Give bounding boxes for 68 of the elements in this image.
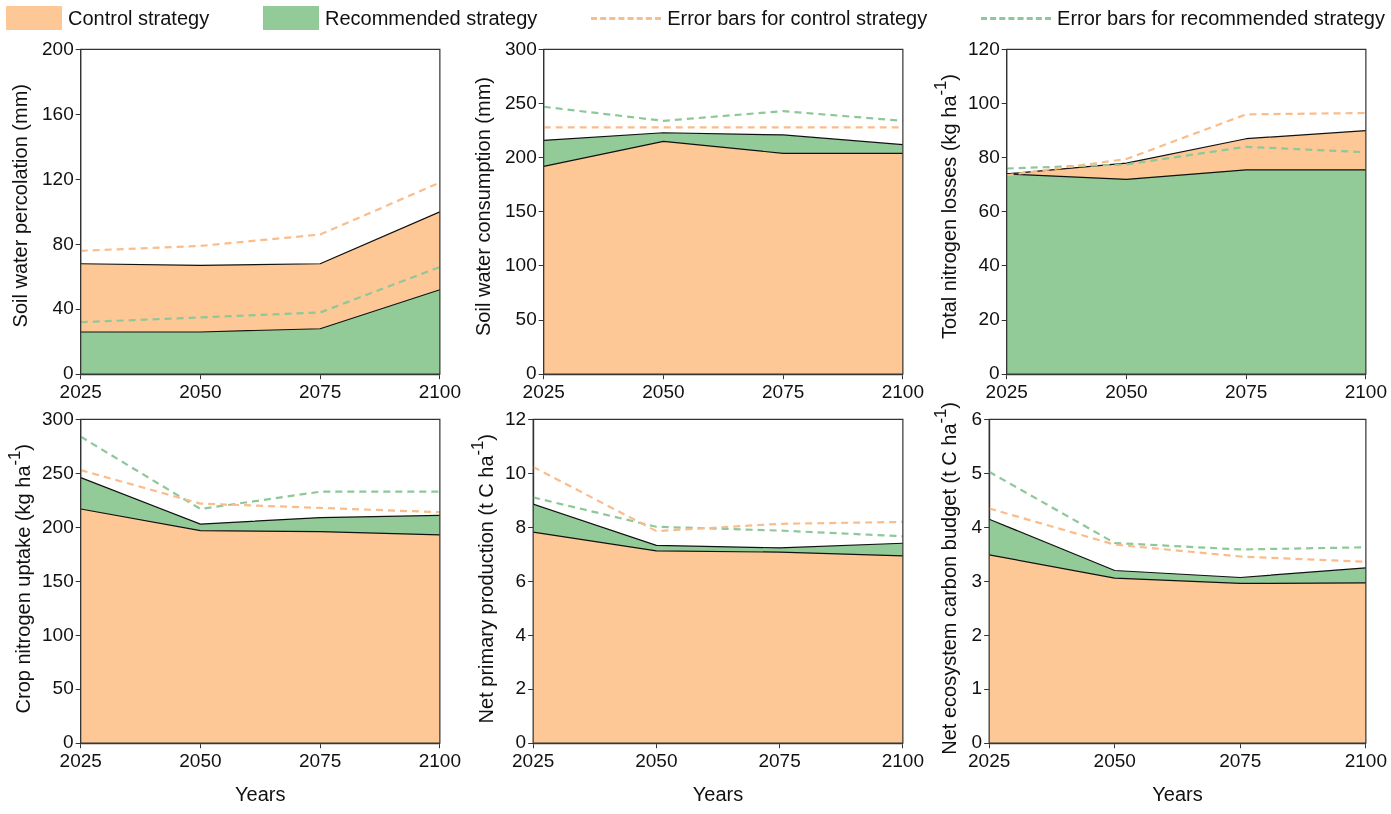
y-tick-label: 6 — [515, 569, 527, 591]
y-tick-label: 6 — [971, 407, 983, 429]
y-tick-label: 12 — [504, 407, 527, 429]
line-series — [80, 181, 440, 252]
y-tick-label: 80 — [978, 145, 1000, 167]
y-tick-label: 160 — [42, 102, 74, 124]
y-axis-title: Soil water percolation (mm) — [8, 84, 32, 328]
legend-label: Control strategy — [68, 6, 210, 30]
y-tick-label: 8 — [515, 515, 527, 537]
y-tick-label: 250 — [505, 91, 537, 113]
y-tick-label: 20 — [978, 308, 1000, 330]
y-tick-label: 120 — [42, 167, 74, 189]
x-tick-label: 2075 — [299, 380, 342, 402]
x-tick-label: 2100 — [418, 380, 462, 402]
y-axis-title: Soil water consumption (mm) — [471, 76, 495, 336]
x-axis-title: Years — [692, 782, 744, 805]
y-tick-label: 40 — [52, 297, 74, 319]
x-tick-label: 2075 — [299, 749, 342, 771]
y-tick-label: 150 — [42, 569, 74, 591]
y-tick-label: 100 — [42, 623, 74, 645]
x-tick-label: 2050 — [179, 749, 222, 771]
x-tick-label: 2075 — [758, 749, 801, 771]
y-tick-label: 100 — [968, 91, 1000, 113]
x-tick-label: 2050 — [642, 380, 685, 402]
y-tick-label: 50 — [52, 677, 74, 699]
y-tick-label: 100 — [505, 254, 537, 276]
x-tick-label: 2050 — [635, 749, 678, 771]
y-tick-label: 1 — [971, 677, 983, 699]
x-tick-label: 2075 — [1219, 749, 1262, 771]
y-tick-label: 50 — [515, 308, 537, 330]
y-tick-label: 80 — [52, 232, 74, 254]
y-tick-label: 250 — [42, 461, 74, 483]
line-series — [80, 265, 440, 324]
line-series — [80, 469, 440, 514]
y-tick-label: 3 — [971, 569, 983, 591]
x-axis-title: Years — [1152, 782, 1203, 805]
x-tick-label: 2050 — [179, 380, 222, 402]
line-series — [533, 465, 903, 533]
y-tick-label: 4 — [971, 515, 983, 537]
y-tick-label: 300 — [42, 407, 74, 429]
y-tick-label: 200 — [505, 145, 537, 167]
y-tick-label: 5 — [971, 461, 983, 483]
legend-label: Recommended strategy — [325, 6, 538, 30]
legend-label: Error bars for control strategy — [667, 6, 928, 30]
y-tick-label: 2 — [971, 623, 983, 645]
y-tick-label: 40 — [978, 254, 1000, 276]
x-tick-label: 2100 — [881, 380, 925, 402]
y-tick-label: 60 — [978, 200, 1000, 222]
x-tick-label: 2100 — [1344, 380, 1388, 402]
x-tick-label: 2050 — [1105, 380, 1148, 402]
y-tick-label: 2 — [515, 677, 527, 699]
y-tick-label: 200 — [42, 515, 74, 537]
x-tick-label: 2100 — [1344, 749, 1388, 771]
x-tick-label: 2100 — [881, 749, 925, 771]
x-tick-label: 2075 — [762, 380, 805, 402]
legend-label: Error bars for recommended strategy — [1057, 6, 1385, 30]
x-tick-label: 2100 — [418, 749, 462, 771]
y-tick-label: 200 — [42, 37, 74, 59]
y-tick-label: 150 — [505, 200, 537, 222]
y-tick-label: 300 — [505, 37, 537, 59]
x-tick-label: 2075 — [1225, 380, 1268, 402]
x-tick-label: 2050 — [1093, 749, 1136, 771]
x-axis-title: Years — [235, 782, 286, 805]
y-tick-label: 4 — [515, 623, 527, 645]
y-tick-label: 120 — [968, 37, 1000, 59]
y-tick-label: 10 — [504, 461, 527, 483]
line-series — [533, 496, 903, 538]
line-series — [1006, 111, 1366, 177]
